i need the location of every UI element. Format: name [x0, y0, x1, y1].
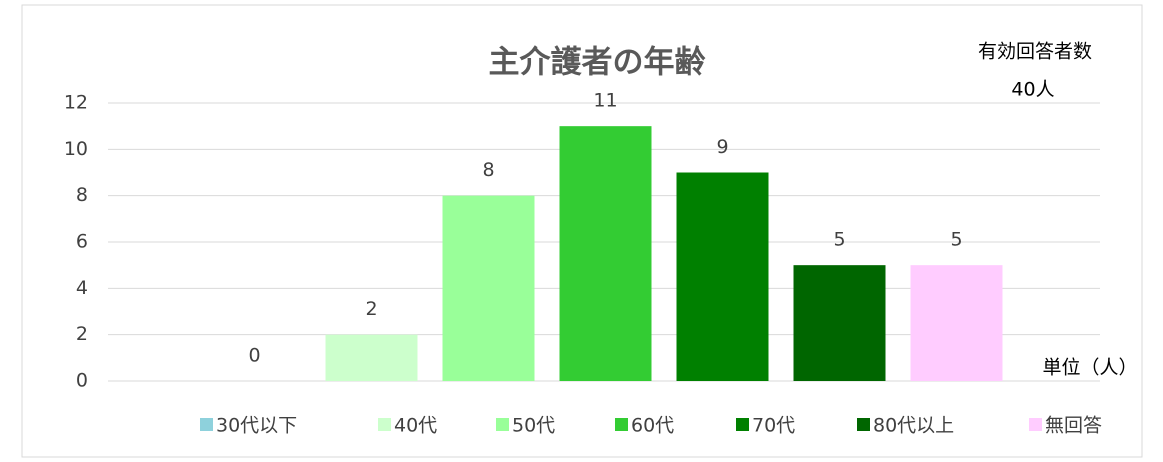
legend-label: 60代 [631, 415, 674, 437]
y-tick-label: 2 [76, 323, 88, 345]
legend-swatch [200, 418, 213, 431]
legend-label: 40代 [394, 415, 437, 437]
bar [325, 334, 418, 381]
legend-label: 80代以上 [873, 415, 954, 437]
y-tick-label: 0 [76, 370, 88, 392]
bar [793, 265, 886, 381]
bar [910, 265, 1003, 381]
y-tick-label: 4 [76, 277, 88, 299]
y-tick-label: 8 [76, 184, 88, 206]
y-tick-label: 12 [64, 92, 88, 114]
data-label: 8 [482, 159, 494, 181]
data-label: 11 [593, 90, 617, 112]
data-label: 2 [365, 298, 377, 320]
legend-swatch [496, 418, 509, 431]
annotation: 有効回答者数 [978, 41, 1092, 63]
legend-label: 50代 [512, 415, 555, 437]
legend-label: 70代 [752, 415, 795, 437]
data-label: 9 [716, 136, 728, 158]
legend-swatch [857, 418, 870, 431]
y-tick-label: 6 [76, 231, 88, 253]
bar [442, 195, 535, 381]
data-label: 0 [248, 345, 260, 367]
annotation: 40人 [1011, 79, 1054, 101]
y-tick-label: 10 [64, 138, 88, 160]
annotation: 単位（人） [1042, 357, 1137, 379]
legend-label: 30代以下 [216, 415, 297, 437]
legend-swatch [378, 418, 391, 431]
legend-swatch [736, 418, 749, 431]
bar [676, 172, 769, 381]
legend-swatch [615, 418, 628, 431]
bar [559, 126, 652, 382]
legend-label: 無回答 [1045, 415, 1102, 437]
legend-swatch [1029, 418, 1042, 431]
chart-title: 主介護者の年齢 [489, 45, 706, 81]
data-label: 5 [833, 229, 845, 251]
data-label: 5 [950, 229, 962, 251]
